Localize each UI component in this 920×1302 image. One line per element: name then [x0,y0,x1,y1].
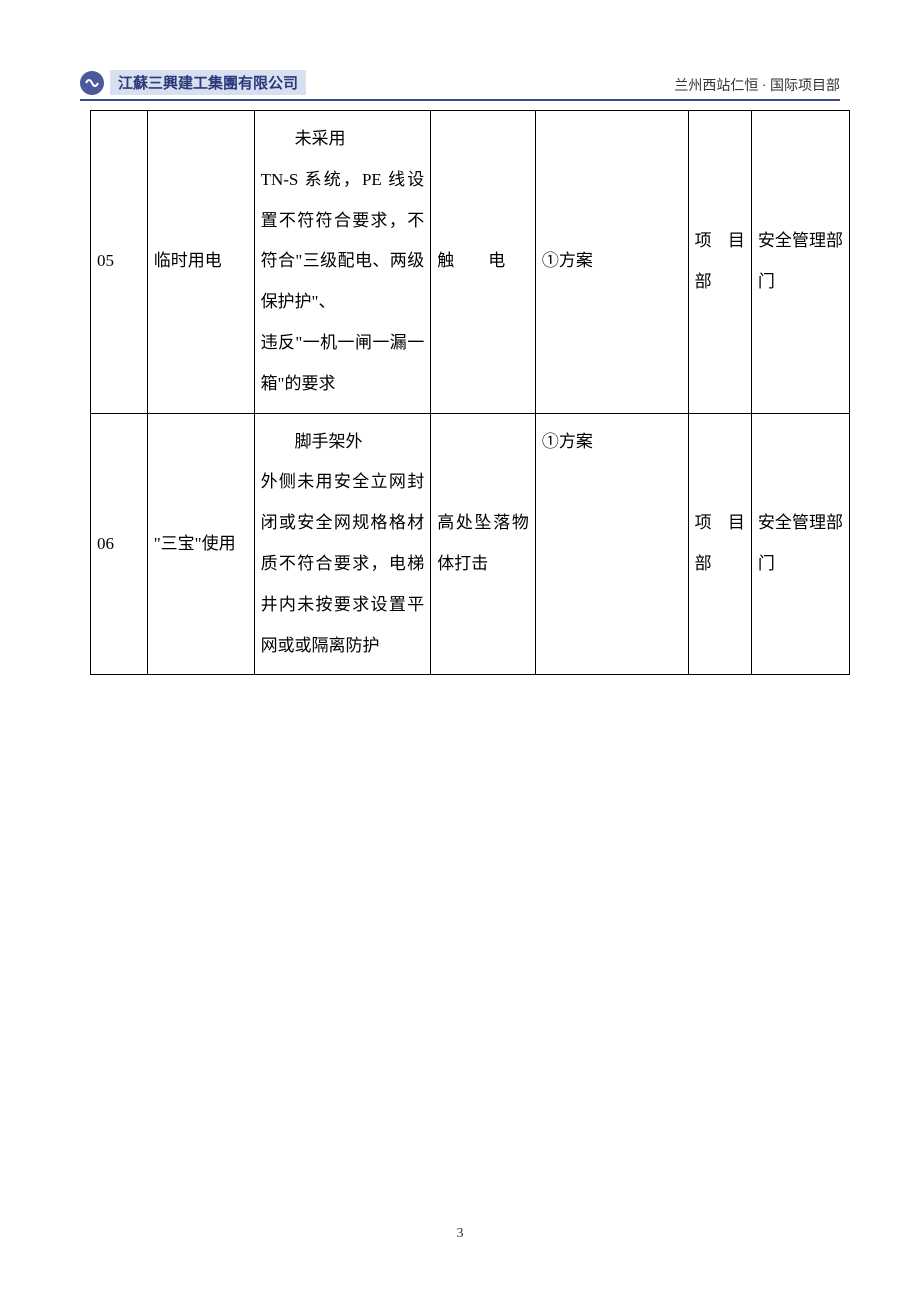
page-header: 江蘇三興建工集團有限公司 兰州西站仁恒 · 国际项目部 [80,70,840,101]
table-row: 06 "三宝"使用 脚手架外 外侧未用安全立网封闭或安全网规格格材质不符合要求，… [91,413,850,675]
row-dept2: 安全管理部门 [751,111,849,414]
row-plan: ①方案 [535,413,688,675]
page-number: 3 [0,1226,920,1242]
row-risk: 高处坠落物体打击 [431,413,536,675]
company-logo-icon [80,71,104,95]
row-description: 脚手架外 外侧未用安全立网封闭或安全网规格格材质不符合要求，电梯井内未按要求设置… [254,413,431,675]
logo-area: 江蘇三興建工集團有限公司 [80,70,306,95]
project-name: 兰州西站仁恒 · 国际项目部 [674,75,840,95]
row-risk: 触 电 [431,111,536,414]
desc-line: TN-S 系统，PE 线设置不符符合要求，不符合"三级配电、两级保护护"、 [261,160,425,323]
row-dept1: 项目部 [688,413,751,675]
row-name: 临时用电 [147,111,254,414]
risk-table-container: 05 临时用电 未采用 TN-S 系统，PE 线设置不符符合要求，不符合"三级配… [90,110,850,675]
row-number: 05 [91,111,148,414]
row-dept2: 安全管理部门 [751,413,849,675]
company-name: 江蘇三興建工集團有限公司 [110,70,306,95]
table-row: 05 临时用电 未采用 TN-S 系统，PE 线设置不符符合要求，不符合"三级配… [91,111,850,414]
desc-line: 未采用 [261,119,425,160]
row-plan: ①方案 [535,111,688,414]
risk-table: 05 临时用电 未采用 TN-S 系统，PE 线设置不符符合要求，不符合"三级配… [90,110,850,675]
row-dept1: 项目部 [688,111,751,414]
row-name: "三宝"使用 [147,413,254,675]
desc-line: 外侧未用安全立网封闭或安全网规格格材质不符合要求，电梯井内未按要求设置平网或或隔… [261,462,425,666]
row-description: 未采用 TN-S 系统，PE 线设置不符符合要求，不符合"三级配电、两级保护护"… [254,111,431,414]
desc-line: 违反"一机一闸一漏一箱"的要求 [261,323,425,405]
desc-line: 脚手架外 [261,422,425,463]
row-number: 06 [91,413,148,675]
